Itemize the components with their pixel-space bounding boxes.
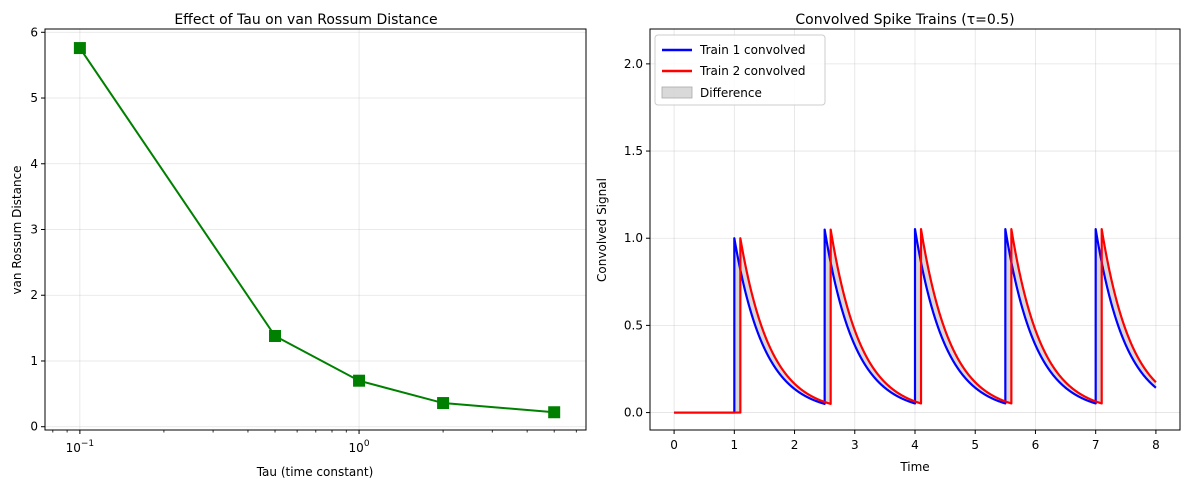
left-y-tick-label: 6 — [30, 25, 38, 39]
left-y-tick-label: 4 — [30, 157, 38, 171]
legend-label-train-1: Train 1 convolved — [699, 43, 805, 57]
left-y-tick-label: 2 — [30, 288, 38, 302]
right-y-axis-label: Convolved Signal — [595, 178, 609, 282]
left-series-marker — [353, 374, 366, 387]
right-x-axis-label: Time — [899, 460, 929, 474]
legend: Train 1 convolved Train 2 convolved Diff… — [654, 34, 826, 106]
left-x-tick-label: 10−1 — [66, 439, 95, 455]
left-chart-title: Effect of Tau on van Rossum Distance — [174, 12, 437, 28]
tau-distance-chart: Effect of Tau on van Rossum Distance 0 1 2… — [10, 12, 587, 479]
right-y-tick-label: 1.0 — [624, 231, 643, 245]
legend-label-train-2: Train 2 convolved — [699, 64, 805, 78]
right-x-tick-label: 3 — [851, 438, 859, 452]
convolved-trains-chart: Convolved Spike Trains (τ=0.5) 0.0 0.5 1.0… — [595, 12, 1181, 474]
right-y-tick-label: 0.0 — [624, 406, 643, 420]
left-plot-area — [73, 42, 561, 419]
left-y-tick-label: 5 — [30, 91, 38, 105]
left-series-marker — [269, 329, 282, 342]
right-x-tick-label: 5 — [971, 438, 979, 452]
right-x-tick-label: 6 — [1032, 438, 1040, 452]
right-ticks: 0.0 0.5 1.0 1.5 2.0 0 1 2 3 4 5 6 7 8 — [624, 57, 1160, 452]
left-x-axis-label: Tau (time constant) — [256, 465, 374, 479]
left-y-axis-label: van Rossum Distance — [10, 165, 24, 294]
right-plot-area — [673, 227, 1157, 414]
right-y-tick-label: 0.5 — [624, 318, 643, 332]
right-y-tick-label: 1.5 — [624, 144, 643, 158]
train-2-line — [673, 227, 1157, 414]
right-x-tick-label: 7 — [1092, 438, 1100, 452]
legend-swatch-difference — [661, 86, 693, 99]
right-x-tick-label: 2 — [791, 438, 799, 452]
right-x-tick-label: 4 — [911, 438, 919, 452]
left-series-marker — [437, 397, 450, 410]
right-y-tick-label: 2.0 — [624, 57, 643, 71]
left-series-marker — [73, 42, 86, 55]
right-chart-title: Convolved Spike Trains (τ=0.5) — [795, 12, 1014, 28]
legend-box — [654, 34, 826, 106]
train-1-line — [673, 227, 1157, 414]
right-x-tick-label: 8 — [1152, 438, 1160, 452]
left-y-tick-label: 0 — [30, 420, 38, 434]
left-y-tick-label: 3 — [30, 223, 38, 237]
left-series-marker — [548, 406, 561, 419]
left-ticks: 0 1 2 3 4 5 6 10−1 100 — [30, 25, 577, 455]
legend-label-difference: Difference — [700, 86, 762, 100]
left-grid — [45, 29, 586, 430]
right-x-tick-label: 0 — [670, 438, 678, 452]
left-y-tick-label: 1 — [30, 354, 38, 368]
left-x-tick-label: 100 — [349, 439, 370, 455]
right-x-tick-label: 1 — [730, 438, 738, 452]
